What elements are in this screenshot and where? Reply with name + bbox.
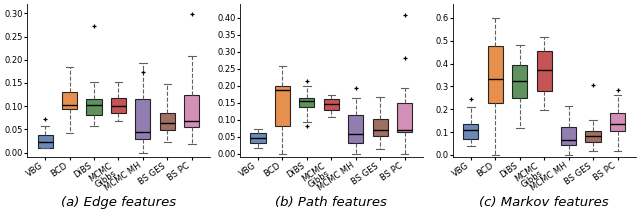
PathPatch shape [38,135,52,148]
PathPatch shape [275,86,290,125]
PathPatch shape [463,124,479,139]
PathPatch shape [300,98,314,107]
PathPatch shape [348,115,364,142]
PathPatch shape [397,104,412,132]
PathPatch shape [86,99,102,115]
PathPatch shape [536,51,552,91]
PathPatch shape [135,99,150,139]
PathPatch shape [488,46,503,103]
PathPatch shape [160,113,175,130]
PathPatch shape [184,95,199,127]
X-axis label: (c) Markov features: (c) Markov features [479,196,609,209]
PathPatch shape [610,113,625,131]
X-axis label: (a) Edge features: (a) Edge features [61,196,176,209]
PathPatch shape [250,133,266,142]
PathPatch shape [586,131,601,142]
PathPatch shape [512,65,527,98]
X-axis label: (b) Path features: (b) Path features [275,196,387,209]
PathPatch shape [62,92,77,109]
PathPatch shape [561,127,576,145]
PathPatch shape [372,119,388,136]
PathPatch shape [324,99,339,110]
PathPatch shape [111,98,126,113]
